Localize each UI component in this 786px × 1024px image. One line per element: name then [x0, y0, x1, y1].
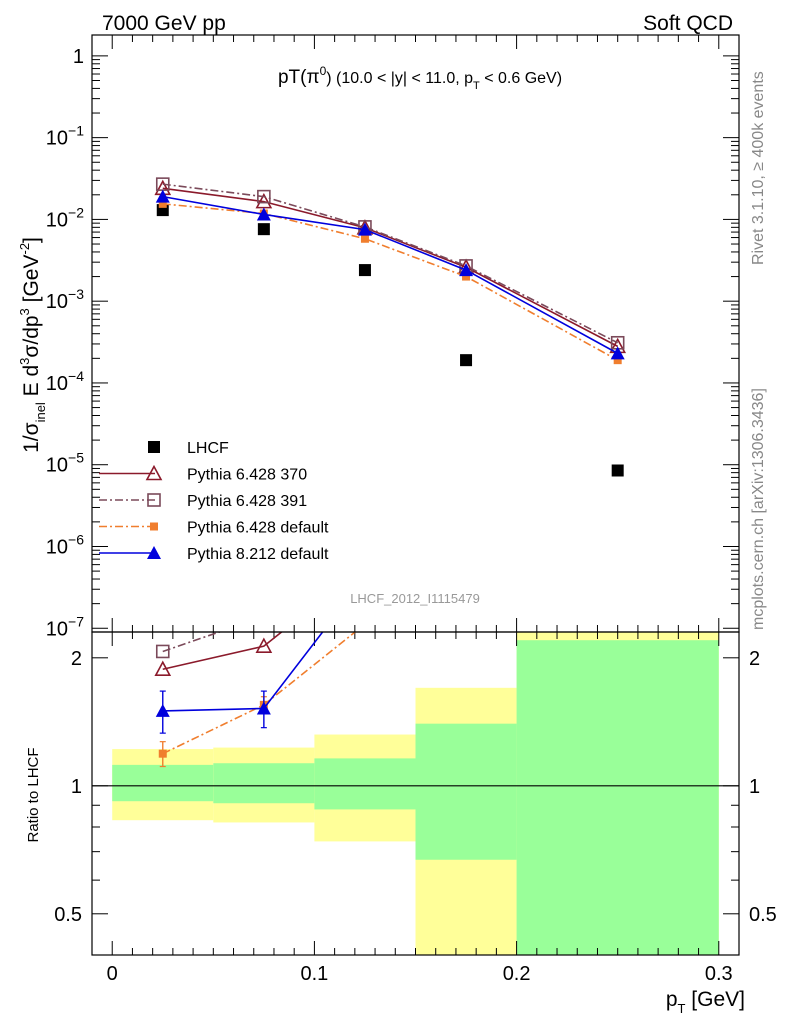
- ratio-band-inner: [516, 640, 719, 955]
- ratio-frame: [91, 631, 740, 956]
- ratio-series-point-1: [359, 554, 371, 566]
- ratio-series-point-3: [155, 703, 170, 717]
- ratio-ytick-label: 2: [71, 648, 82, 670]
- ratio-series-point-3: [256, 701, 271, 715]
- main-ytick-label: 10−1: [46, 123, 84, 150]
- legend: LHCF Pythia 6.428 370 Pythia 6.428 391 Pyth…: [99, 440, 329, 563]
- ratio-series-point-0: [255, 637, 273, 653]
- main-plot: 1 10−1 10−2 10−3 10−4 10−5 10−6 10−7: [46, 35, 739, 640]
- ratio-ytick-label-right: 0.5: [749, 904, 777, 926]
- main-series-point-4: [459, 263, 474, 277]
- ratio-ytick-label-right: 1: [749, 776, 760, 798]
- legend-marker: [147, 493, 161, 507]
- main-series-point-0: [611, 464, 624, 477]
- ratio-band-inner: [314, 758, 416, 810]
- main-series-line-1: [162, 187, 619, 348]
- legend-marker: [145, 464, 163, 481]
- main-series-point-4: [357, 222, 372, 236]
- ratio-series-point-2: [361, 620, 369, 628]
- main-ytick-label: 10−4: [46, 368, 84, 395]
- main-ytick-label: 10−3: [46, 286, 84, 313]
- main-ytick-label: 10−7: [46, 613, 84, 640]
- legend-label: Pythia 8.212 default: [187, 546, 329, 563]
- legend-marker: [148, 441, 160, 453]
- main-frame: [91, 34, 740, 633]
- ratio-ytick-label: 1: [71, 776, 82, 798]
- plot-title: pT(π0) (10.0 < |y| < 11.0, pT < 0.6 GeV): [278, 64, 562, 92]
- ratio-series-line-1: [162, 632, 222, 653]
- main-series-point-3: [360, 234, 369, 243]
- ratio-series-point-1: [155, 644, 170, 659]
- ratio-series-point-0: [154, 660, 172, 677]
- main-series-point-0: [460, 354, 473, 367]
- legend-label: Pythia 6.428 391: [187, 493, 307, 510]
- ratio-series-point-0: [358, 558, 372, 571]
- main-series-point-4: [256, 207, 271, 221]
- mcplots-label: mcplots.cern.ch [arXiv:1306.3436]: [750, 388, 767, 630]
- ratio-band-inner: [213, 763, 315, 804]
- x-tick-label: 0: [107, 963, 118, 985]
- rivet-label: Rivet 3.1.10, ≥ 400k events: [750, 71, 767, 265]
- energy-label: 7000 GeV pp: [102, 12, 226, 35]
- main-series-line-3: [162, 203, 619, 361]
- main-ytick-label: 10−5: [46, 450, 84, 477]
- x-axis-label: pT [GeV]: [666, 988, 745, 1016]
- main-series-point-3: [462, 272, 471, 281]
- main-series-line-2: [162, 183, 619, 344]
- ratio-plot: 0.5 0.5 1 1 2 2 0 0.1 0.2 0.3: [54, 554, 777, 985]
- ratio-bands: [112, 632, 719, 955]
- ratio-band-inner: [415, 723, 517, 860]
- main-ytick-label: 10−6: [46, 531, 84, 558]
- ratio-series-point-1: [258, 611, 270, 623]
- x-tick-label: 0.2: [503, 963, 531, 985]
- main-ytick-label: 10−2: [46, 204, 84, 231]
- main-series-point-3: [158, 199, 167, 208]
- category-label: Soft QCD: [643, 12, 733, 35]
- x-tick-label: 0.1: [301, 963, 329, 985]
- main-series-point-0: [257, 223, 270, 236]
- ratio-series-group: [154, 554, 372, 768]
- main-series-line-4: [162, 195, 619, 355]
- main-series-point-4: [610, 346, 625, 360]
- ratio-ylabel: Ratio to LHCF: [25, 747, 42, 842]
- ratio-series-line-0: [162, 632, 283, 671]
- main-ytick-label: 1: [73, 46, 84, 68]
- legend-label: LHCF: [187, 440, 229, 457]
- legend-label: Pythia 6.428 370: [187, 467, 307, 484]
- legend-marker: [147, 546, 161, 559]
- ratio-ytick-label-right: 2: [749, 648, 760, 670]
- ratio-band-inner: [112, 764, 214, 802]
- main-series-point-4: [155, 189, 170, 203]
- ratio-ytick-label: 0.5: [54, 904, 82, 926]
- main-series-point-2: [257, 189, 271, 204]
- ratio-series-line-2: [162, 632, 357, 755]
- main-series-point-3: [613, 356, 622, 365]
- legend-label: Pythia 6.428 default: [187, 520, 329, 537]
- analysis-watermark: LHCF_2012_I1115479: [350, 591, 480, 606]
- legend-marker: [150, 522, 158, 531]
- ratio-series-point-3: [358, 570, 372, 583]
- ratio-series-point-2: [158, 749, 167, 758]
- x-tick-label: 0.3: [705, 963, 733, 985]
- main-ylabel: 1/σinel E d3σ/dp3 [GeV-2]: [17, 237, 48, 453]
- main-series-point-0: [358, 264, 371, 277]
